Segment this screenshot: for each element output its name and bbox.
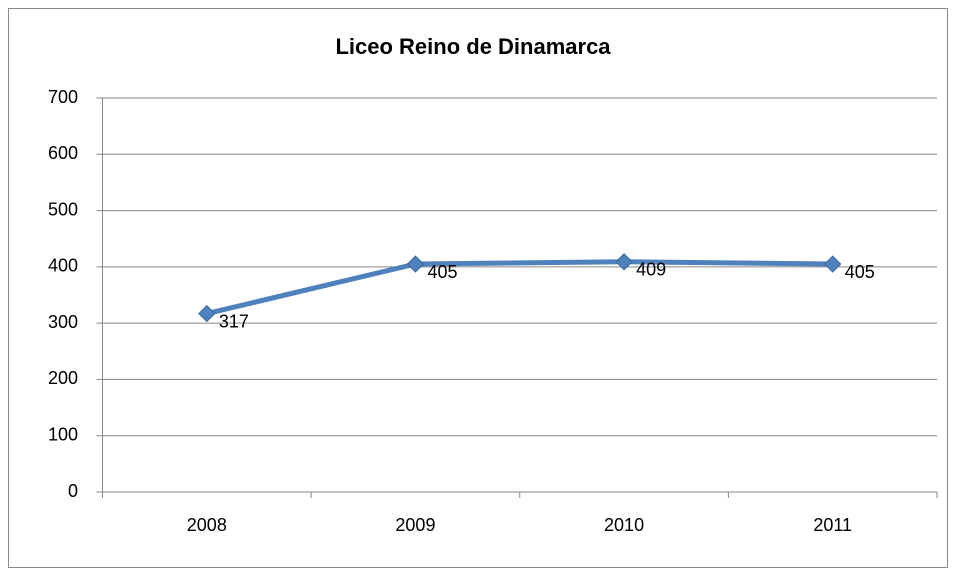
x-tick-label: 2010 [604,515,644,535]
y-tick-label: 100 [48,424,78,444]
y-tick-label: 500 [48,199,78,219]
x-tick-label: 2011 [813,515,852,535]
y-tick-label: 700 [48,87,78,107]
y-tick-label: 400 [48,256,78,276]
y-tick-label: 300 [48,312,78,332]
data-label: 317 [219,311,249,331]
data-label: 405 [845,262,875,282]
x-tick-label: 2009 [395,515,435,535]
chart-title: Liceo Reino de Dinamarca [335,34,611,59]
x-tick-label: 2008 [187,515,227,535]
marker [406,255,425,273]
marker [823,255,842,273]
line [206,259,833,317]
chart-border [8,8,948,568]
marker [198,304,216,323]
data-label: 409 [636,260,666,280]
y-tick-label: 600 [48,143,78,163]
y-tick-label: 200 [48,368,78,388]
data-label: 405 [427,262,457,282]
y-tick-label: 0 [68,481,78,501]
marker [615,253,633,271]
